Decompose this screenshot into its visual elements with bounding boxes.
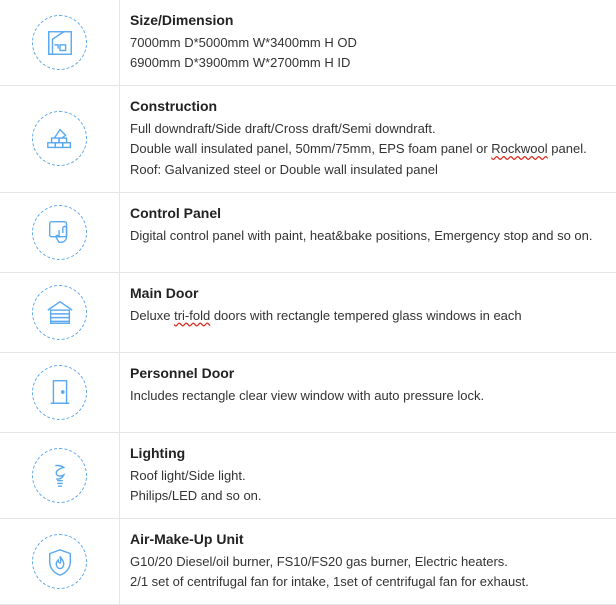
spec-row: Personnel Door Includes rectangle clear v… (0, 353, 616, 433)
icon-cell (0, 0, 120, 85)
dimension-icon (32, 15, 87, 70)
text-part: Double wall insulated panel, 50mm/75mm, … (130, 141, 491, 156)
spec-line: Deluxe tri-fold doors with rectangle tem… (130, 306, 606, 326)
icon-cell (0, 193, 120, 272)
spell-underlined-text: Rockwool (491, 141, 547, 156)
spec-line: Includes rectangle clear view window wit… (130, 386, 606, 406)
spec-line: Full downdraft/Side draft/Cross draft/Se… (130, 119, 606, 139)
spec-line: Roof: Galvanized steel or Double wall in… (130, 160, 606, 180)
spec-row: Air-Make-Up Unit G10/20 Diesel/oil burner… (0, 519, 616, 605)
content-cell: Lighting Roof light/Side light.Philips/LE… (120, 433, 616, 518)
content-cell: Air-Make-Up Unit G10/20 Diesel/oil burner… (120, 519, 616, 604)
content-cell: Main Door Deluxe tri-fold doors with rect… (120, 273, 616, 352)
spec-table: Size/Dimension 7000mm D*5000mm W*3400mm H… (0, 0, 616, 605)
content-cell: Control Panel Digital control panel with … (120, 193, 616, 272)
spec-row: Lighting Roof light/Side light.Philips/LE… (0, 433, 616, 519)
spec-row: Size/Dimension 7000mm D*5000mm W*3400mm H… (0, 0, 616, 86)
spell-underlined-text: tri-fold (174, 308, 210, 323)
spec-line: 2/1 set of centrifugal fan for intake, 1… (130, 572, 606, 592)
spec-title: Lighting (130, 445, 606, 461)
icon-cell (0, 273, 120, 352)
icon-cell (0, 86, 120, 191)
spec-row: Main Door Deluxe tri-fold doors with rect… (0, 273, 616, 353)
text-part: panel. (548, 141, 587, 156)
wall-icon (32, 111, 87, 166)
spec-line: 6900mm D*3900mm W*2700mm H ID (130, 53, 606, 73)
spec-title: Personnel Door (130, 365, 606, 381)
spec-title: Control Panel (130, 205, 606, 221)
text-part: Deluxe (130, 308, 174, 323)
spec-line: Digital control panel with paint, heat&b… (130, 226, 606, 246)
spec-line: G10/20 Diesel/oil burner, FS10/FS20 gas … (130, 552, 606, 572)
icon-cell (0, 433, 120, 518)
spec-row: Construction Full downdraft/Side draft/Cr… (0, 86, 616, 192)
icon-cell (0, 353, 120, 432)
flame-icon (32, 534, 87, 589)
bulb-icon (32, 448, 87, 503)
spec-line: 7000mm D*5000mm W*3400mm H OD (130, 33, 606, 53)
garage-icon (32, 285, 87, 340)
icon-cell (0, 519, 120, 604)
spec-title: Size/Dimension (130, 12, 606, 28)
spec-line: Double wall insulated panel, 50mm/75mm, … (130, 139, 606, 159)
spec-line: Philips/LED and so on. (130, 486, 606, 506)
spec-line: Roof light/Side light. (130, 466, 606, 486)
touch-icon (32, 205, 87, 260)
content-cell: Size/Dimension 7000mm D*5000mm W*3400mm H… (120, 0, 616, 85)
spec-row: Control Panel Digital control panel with … (0, 193, 616, 273)
spec-title: Air-Make-Up Unit (130, 531, 606, 547)
content-cell: Personnel Door Includes rectangle clear v… (120, 353, 616, 432)
content-cell: Construction Full downdraft/Side draft/Cr… (120, 86, 616, 191)
text-part: doors with rectangle tempered glass wind… (210, 308, 521, 323)
spec-title: Construction (130, 98, 606, 114)
door-icon (32, 365, 87, 420)
spec-title: Main Door (130, 285, 606, 301)
